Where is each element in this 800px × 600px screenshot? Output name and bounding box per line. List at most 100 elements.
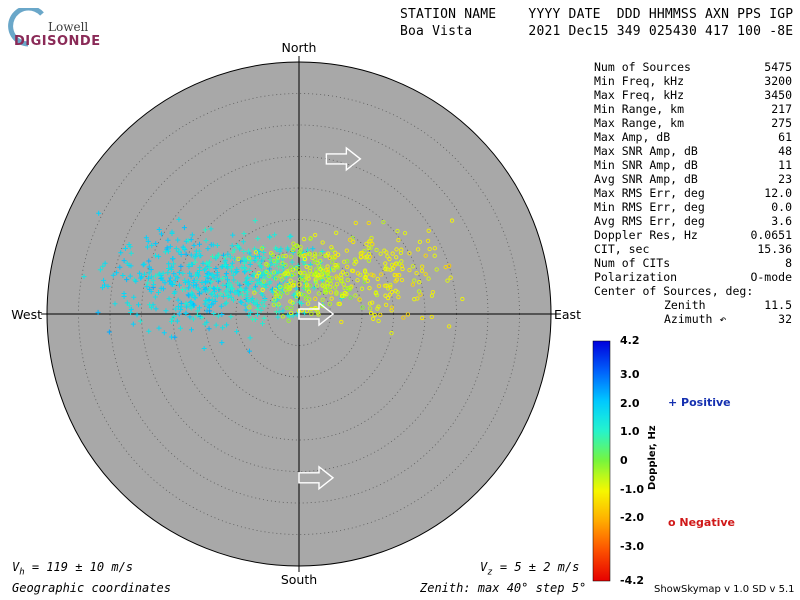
positive-source-point	[166, 261, 172, 267]
positive-source-point	[197, 268, 203, 274]
negative-source-point	[446, 324, 452, 329]
negative-source-point	[285, 305, 290, 311]
negative-source-point	[388, 282, 393, 288]
positive-source-point	[262, 272, 268, 278]
negative-source-point	[430, 289, 436, 295]
negative-source-point	[371, 316, 376, 321]
negative-source-point	[344, 248, 349, 253]
negative-source-point	[394, 277, 400, 282]
negative-source-point	[374, 247, 379, 253]
negative-source-point	[327, 301, 333, 307]
positive-source-point	[176, 216, 182, 222]
negative-source-point	[313, 296, 318, 301]
negative-source-point	[294, 294, 299, 299]
positive-source-point	[202, 266, 208, 272]
negative-source-point	[298, 292, 304, 297]
positive-source-point	[172, 289, 178, 295]
negative-source-point	[419, 268, 425, 273]
negative-source-point	[273, 276, 279, 281]
negative-source-point	[306, 251, 311, 257]
negative-source-point	[324, 276, 329, 281]
positive-source-point	[193, 282, 199, 288]
positive-source-point	[245, 289, 251, 295]
negative-source-point	[388, 284, 393, 290]
negative-source-point	[350, 268, 356, 274]
positive-source-point	[128, 250, 134, 256]
positive-source-point	[192, 272, 198, 278]
positive-source-point	[121, 290, 127, 296]
positive-source-point	[214, 270, 220, 276]
positive-source-point	[196, 305, 202, 311]
positive-source-point	[175, 297, 181, 303]
positive-source-point	[247, 335, 253, 341]
negative-source-point	[285, 271, 291, 277]
positive-source-point	[280, 308, 286, 314]
positive-source-point	[153, 306, 159, 312]
positive-source-point	[158, 285, 164, 291]
positive-source-point	[81, 274, 87, 280]
negative-source-point	[323, 253, 328, 258]
positive-source-point	[246, 248, 252, 254]
positive-source-point	[128, 263, 134, 269]
positive-source-point	[117, 264, 123, 270]
negative-source-point	[355, 278, 360, 283]
positive-source-point	[286, 314, 292, 320]
negative-source-point	[372, 312, 377, 318]
positive-source-point	[148, 305, 154, 311]
positive-source-point	[188, 252, 194, 258]
negative-source-point	[388, 267, 393, 272]
positive-source-point	[168, 319, 174, 325]
positive-source-point	[206, 298, 212, 304]
positive-source-point	[145, 275, 151, 281]
positive-source-point	[258, 307, 264, 313]
positive-source-point	[141, 261, 147, 267]
positive-source-point	[186, 264, 192, 270]
logo-arc-icon	[8, 8, 44, 47]
positive-source-point	[220, 325, 226, 331]
positive-source-point	[178, 263, 184, 269]
positive-source-point	[262, 297, 268, 303]
positive-source-point	[244, 292, 250, 298]
negative-source-point	[383, 302, 389, 308]
positive-source-point	[257, 253, 263, 259]
positive-source-point	[208, 291, 214, 297]
positive-source-point	[212, 286, 218, 292]
negative-source-point	[290, 247, 295, 253]
positive-source-point	[171, 313, 177, 319]
negative-source-point	[264, 262, 269, 267]
negative-source-point	[283, 254, 288, 259]
negative-source-point	[364, 241, 369, 247]
positive-source-point	[144, 284, 150, 290]
positive-source-point	[249, 279, 255, 285]
positive-source-point	[124, 277, 130, 283]
positive-source-point	[141, 271, 147, 277]
negative-source-point	[298, 244, 303, 250]
positive-source-point	[100, 263, 106, 269]
positive-source-point	[267, 234, 273, 240]
positive-source-point	[169, 316, 175, 322]
positive-source-point	[248, 258, 254, 264]
positive-source-point	[228, 289, 234, 295]
negative-source-point	[378, 312, 383, 318]
negative-source-point	[329, 276, 334, 281]
positive-source-point	[216, 252, 222, 258]
positive-source-point	[241, 255, 247, 261]
negative-source-point	[399, 259, 404, 264]
positive-source-point	[180, 270, 186, 276]
positive-source-point	[187, 281, 193, 287]
statistics-panel: Num of Sources 5475 Min Freq, kHz 3200 Max F…	[594, 60, 792, 326]
positive-source-point	[126, 241, 132, 247]
positive-source-point	[254, 306, 260, 312]
positive-source-point	[208, 226, 214, 232]
positive-source-point	[289, 259, 295, 265]
vertical-velocity: Vz = 5 ± 2 m/s	[480, 560, 580, 578]
negative-source-point	[313, 271, 318, 276]
positive-source-point	[267, 256, 273, 262]
positive-source-point	[319, 248, 325, 254]
velocity-arrow-icon	[325, 146, 362, 172]
negative-source-point	[252, 290, 257, 295]
stat-row: Num of CITs 8	[594, 256, 792, 270]
negative-source-point	[427, 246, 432, 252]
positive-source-point	[194, 278, 200, 284]
east-label: East	[554, 307, 581, 322]
